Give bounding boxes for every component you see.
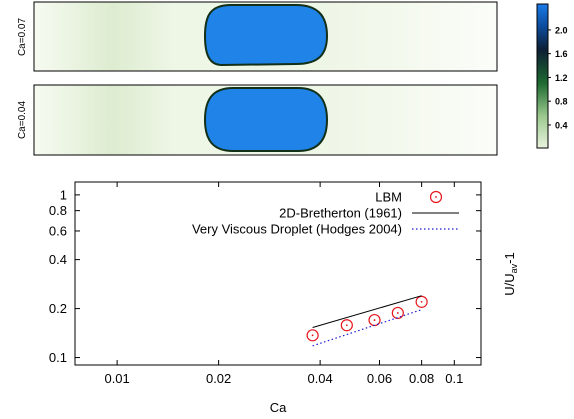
y-tick-label: 0.2 xyxy=(49,301,67,316)
data-point xyxy=(340,319,353,332)
x-tick-label: 0.06 xyxy=(367,371,392,386)
series-line xyxy=(312,295,422,328)
y-label-subscript: av xyxy=(509,263,519,273)
plot-frame xyxy=(74,181,482,366)
x-tick-label: 0.08 xyxy=(409,371,434,386)
data-point-center xyxy=(373,319,376,321)
y-tick-label: 1 xyxy=(60,187,67,202)
series-2d-bretherton-1961 xyxy=(312,295,422,328)
y-label-tail: -1 xyxy=(502,252,517,264)
x-axis-label: Ca xyxy=(270,400,287,415)
data-point xyxy=(306,329,319,342)
data-point-center xyxy=(345,324,348,327)
chart: 0.01 0.02 0.04 0.06 0.08 0.1 0.1 0.2 0.4 0.6 0.81… xyxy=(49,181,519,415)
snapshot-panel-2: Ca=0.04 xyxy=(17,84,498,156)
colorbar-tick-label: 0.8 xyxy=(555,97,568,107)
colorbar-tick-label: 2.0 xyxy=(555,25,568,35)
data-point-center xyxy=(420,300,423,303)
data-point-center xyxy=(311,334,314,337)
colorbar: 2.0 1.6 1.2 0.8 0.4 xyxy=(536,3,568,149)
colorbar-tick-label: 1.2 xyxy=(555,73,568,83)
data-point-center xyxy=(396,312,399,314)
y-tick-label: 0.6 xyxy=(49,223,67,238)
x-tick-label: 0.02 xyxy=(206,371,231,386)
y-axis-label: U/Uav-1 xyxy=(502,252,519,295)
x-tick-label: 0.04 xyxy=(307,371,332,386)
data-point xyxy=(391,306,404,320)
data-point xyxy=(415,295,428,308)
y-tick-label: 0.4 xyxy=(49,252,67,267)
x-tick-label: 0.1 xyxy=(445,371,463,386)
series-lbm xyxy=(306,295,428,342)
legend-label: LBM xyxy=(375,190,402,205)
colorbar-tick-label: 1.6 xyxy=(555,49,568,59)
series-very-viscous-droplet-hodges-2004 xyxy=(312,309,422,347)
y-axis: 0.1 0.2 0.4 0.6 0.81 xyxy=(49,187,481,365)
x-tick-label: 0.01 xyxy=(104,371,129,386)
snapshot-panel-1: Ca=0.07 xyxy=(17,1,498,72)
colorbar-tick-label: 0.4 xyxy=(555,120,568,130)
y-tick-label: 0.1 xyxy=(49,350,67,365)
colorbar-gradient xyxy=(536,3,549,149)
legend-label: 2D-Bretherton (1961) xyxy=(279,206,402,221)
legend-marker xyxy=(429,190,443,204)
y-tick-label: 0.8 xyxy=(49,203,67,218)
snapshot-label: Ca=0.04 xyxy=(17,101,28,140)
y-label-base: U/U xyxy=(502,273,517,295)
droplet-shape xyxy=(203,4,329,67)
x-axis: 0.01 0.02 0.04 0.06 0.08 0.1 xyxy=(104,182,463,386)
legend-marker-center xyxy=(435,196,437,198)
snapshot-label: Ca=0.07 xyxy=(17,18,28,57)
legend-label: Very Viscous Droplet (Hodges 2004) xyxy=(192,222,402,237)
series-line xyxy=(312,309,422,347)
droplet-shape xyxy=(203,87,329,152)
